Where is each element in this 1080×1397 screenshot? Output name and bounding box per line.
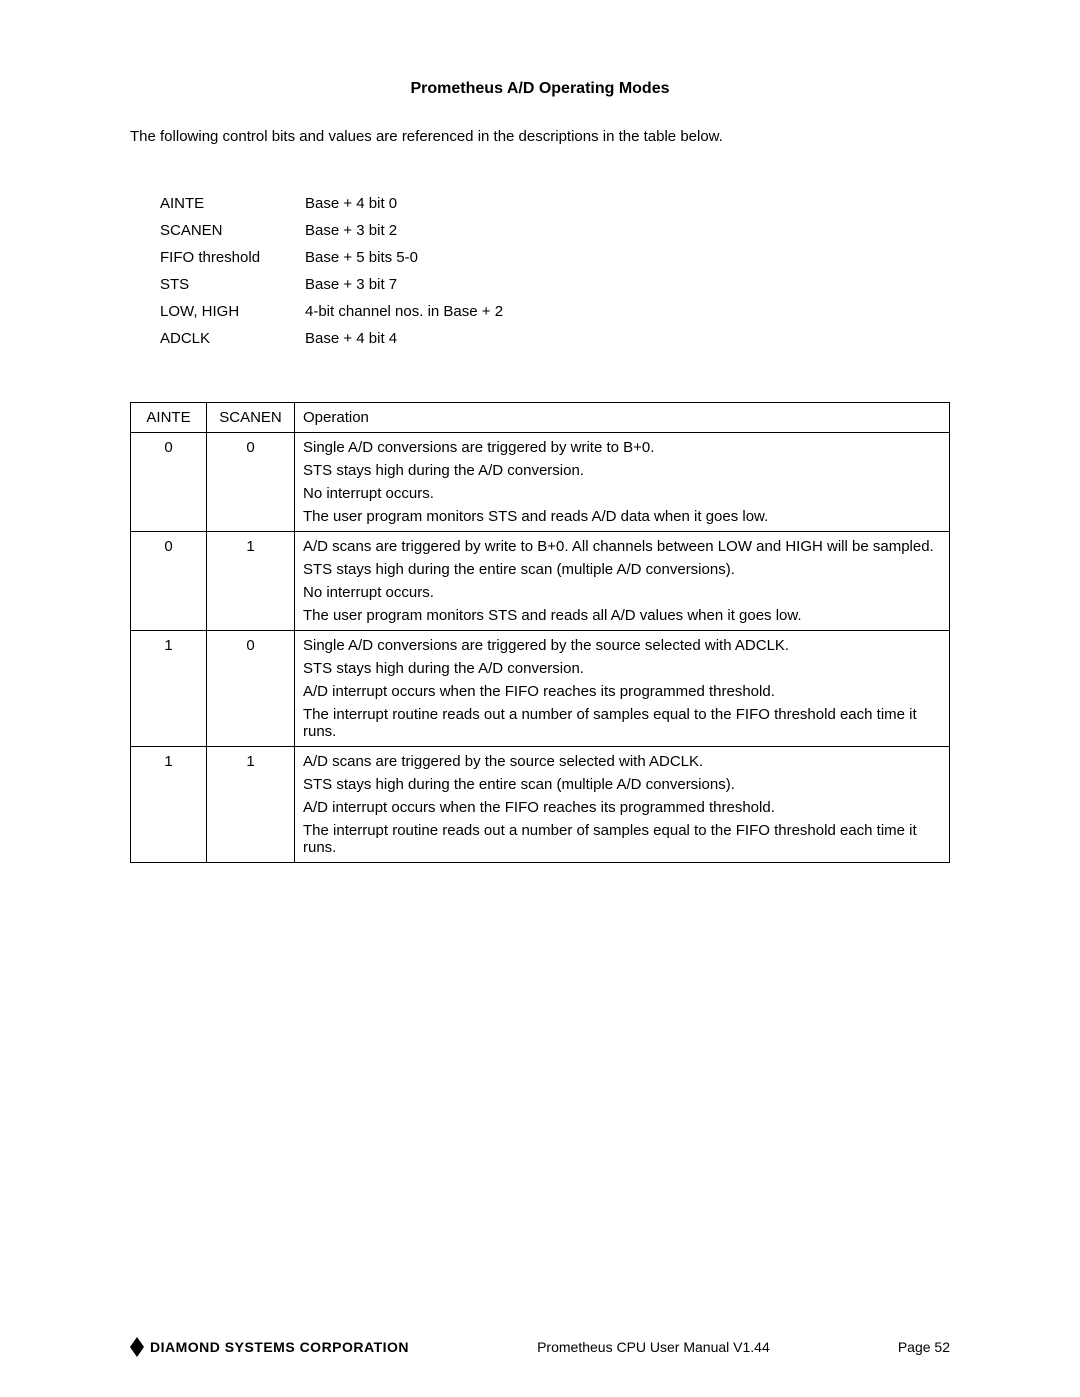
- bit-def-value: Base + 4 bit 4: [305, 330, 950, 347]
- bit-def-label: AINTE: [160, 195, 305, 212]
- bit-def-value: Base + 4 bit 0: [305, 195, 950, 212]
- intro-text: The following control bits and values ar…: [130, 128, 950, 145]
- header-scanen: SCANEN: [207, 403, 295, 433]
- page-footer: DIAMOND SYSTEMS CORPORATION Prometheus C…: [130, 1337, 950, 1357]
- modes-table: AINTE SCANEN Operation 0 0 Single A/D co…: [130, 402, 950, 863]
- bit-def-row: AINTE Base + 4 bit 0: [160, 195, 950, 212]
- operation-line: STS stays high during the entire scan (m…: [303, 776, 941, 793]
- operation-line: A/D interrupt occurs when the FIFO reach…: [303, 799, 941, 816]
- footer-page-number: Page 52: [898, 1339, 950, 1355]
- operation-line: STS stays high during the entire scan (m…: [303, 561, 941, 578]
- cell-ainte: 0: [131, 433, 207, 532]
- operation-line: STS stays high during the A/D conversion…: [303, 462, 941, 479]
- operation-line: No interrupt occurs.: [303, 485, 941, 502]
- bit-def-label: ADCLK: [160, 330, 305, 347]
- table-row: 0 1 A/D scans are triggered by write to …: [131, 532, 950, 631]
- bit-def-row: SCANEN Base + 3 bit 2: [160, 222, 950, 239]
- bit-def-label: STS: [160, 276, 305, 293]
- footer-manual-title: Prometheus CPU User Manual V1.44: [409, 1339, 898, 1355]
- page: Prometheus A/D Operating Modes The follo…: [0, 0, 1080, 1397]
- operation-line: No interrupt occurs.: [303, 584, 941, 601]
- cell-ainte: 1: [131, 631, 207, 747]
- operation-line: Single A/D conversions are triggered by …: [303, 439, 941, 456]
- company-name: DIAMOND SYSTEMS CORPORATION: [150, 1339, 409, 1355]
- operation-line: A/D scans are triggered by the source se…: [303, 753, 941, 770]
- cell-operation: A/D scans are triggered by write to B+0.…: [295, 532, 950, 631]
- table-header-row: AINTE SCANEN Operation: [131, 403, 950, 433]
- cell-ainte: 1: [131, 747, 207, 863]
- cell-operation: Single A/D conversions are triggered by …: [295, 631, 950, 747]
- table-row: 1 1 A/D scans are triggered by the sourc…: [131, 747, 950, 863]
- bit-def-row: STS Base + 3 bit 7: [160, 276, 950, 293]
- company-logo: DIAMOND SYSTEMS CORPORATION: [130, 1337, 409, 1357]
- operation-line: Single A/D conversions are triggered by …: [303, 637, 941, 654]
- cell-operation: Single A/D conversions are triggered by …: [295, 433, 950, 532]
- bit-def-row: FIFO threshold Base + 5 bits 5-0: [160, 249, 950, 266]
- cell-ainte: 0: [131, 532, 207, 631]
- bit-def-value: Base + 3 bit 7: [305, 276, 950, 293]
- table-row: 0 0 Single A/D conversions are triggered…: [131, 433, 950, 532]
- bit-def-value: Base + 3 bit 2: [305, 222, 950, 239]
- page-title: Prometheus A/D Operating Modes: [130, 80, 950, 98]
- operation-line: The interrupt routine reads out a number…: [303, 706, 941, 740]
- bit-def-row: LOW, HIGH 4-bit channel nos. in Base + 2: [160, 303, 950, 320]
- bit-def-label: SCANEN: [160, 222, 305, 239]
- operation-line: The interrupt routine reads out a number…: [303, 822, 941, 856]
- bit-def-value: Base + 5 bits 5-0: [305, 249, 950, 266]
- operation-line: STS stays high during the A/D conversion…: [303, 660, 941, 677]
- bit-def-row: ADCLK Base + 4 bit 4: [160, 330, 950, 347]
- cell-scanen: 0: [207, 631, 295, 747]
- table-row: 1 0 Single A/D conversions are triggered…: [131, 631, 950, 747]
- operation-line: The user program monitors STS and reads …: [303, 508, 941, 525]
- bit-def-label: LOW, HIGH: [160, 303, 305, 320]
- bit-def-value: 4-bit channel nos. in Base + 2: [305, 303, 950, 320]
- cell-scanen: 1: [207, 532, 295, 631]
- header-operation: Operation: [295, 403, 950, 433]
- cell-scanen: 1: [207, 747, 295, 863]
- diamond-icon: [130, 1337, 144, 1357]
- header-ainte: AINTE: [131, 403, 207, 433]
- bit-definitions: AINTE Base + 4 bit 0 SCANEN Base + 3 bit…: [160, 195, 950, 347]
- cell-scanen: 0: [207, 433, 295, 532]
- operation-line: The user program monitors STS and reads …: [303, 607, 941, 624]
- operation-line: A/D interrupt occurs when the FIFO reach…: [303, 683, 941, 700]
- operation-line: A/D scans are triggered by write to B+0.…: [303, 538, 941, 555]
- cell-operation: A/D scans are triggered by the source se…: [295, 747, 950, 863]
- bit-def-label: FIFO threshold: [160, 249, 305, 266]
